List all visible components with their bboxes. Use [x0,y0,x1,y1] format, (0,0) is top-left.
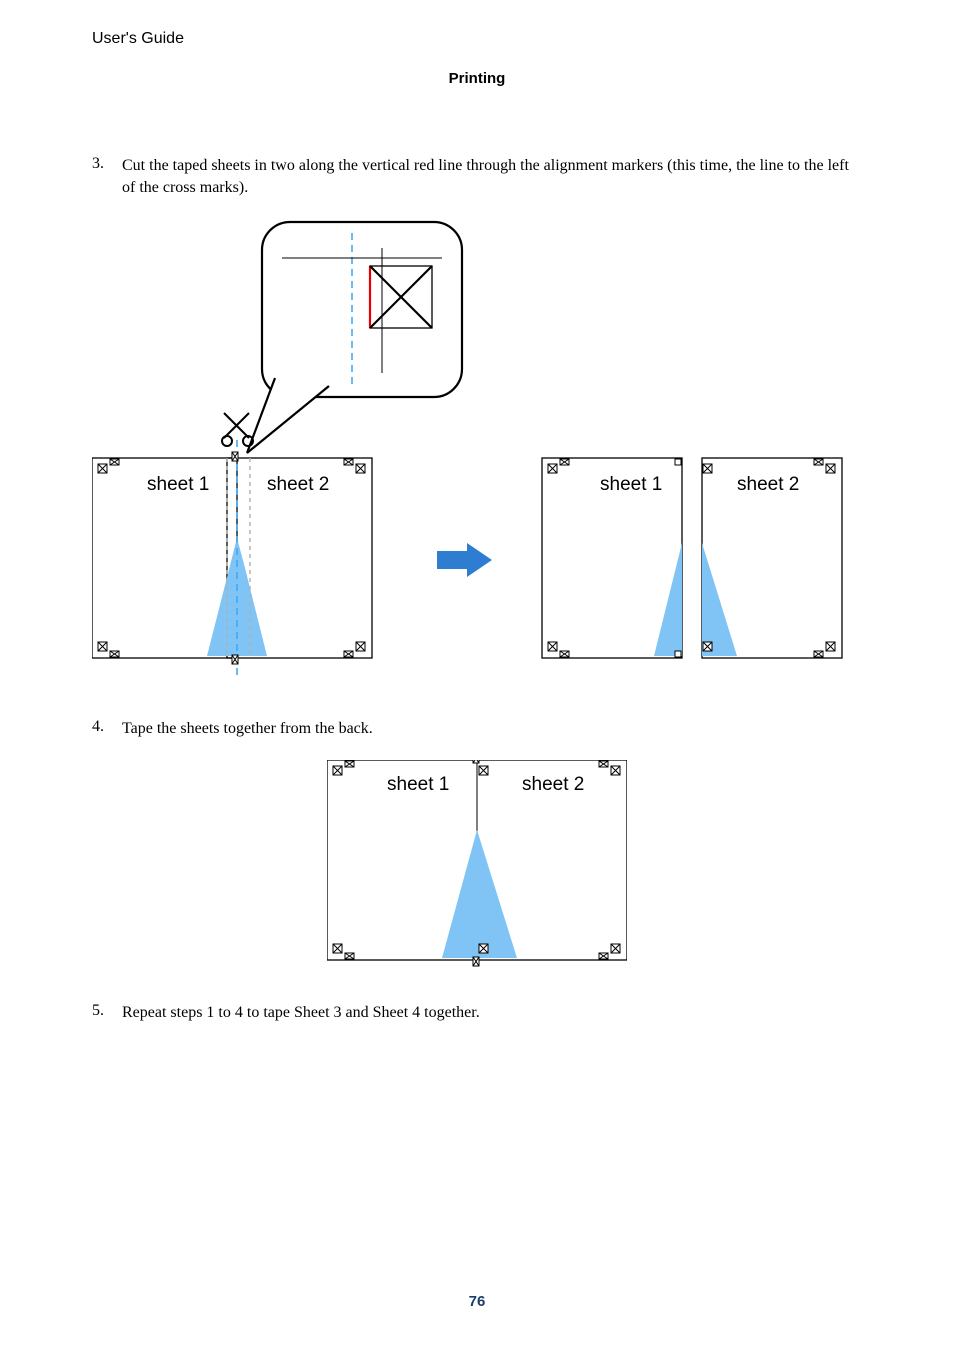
left-sheets: sheet 1 sheet 2 [92,440,372,680]
step-3-text: Cut the taped sheets in two along the ve… [122,155,862,198]
figure-step-4: sheet 1 sheet 2 [92,760,862,972]
label-sheet1-joined: sheet 1 [387,774,449,795]
step-4-text: Tape the sheets together from the back. [122,718,373,740]
label-sheet2-joined: sheet 2 [522,774,584,795]
right-sheets: sheet 1 sheet 2 [542,458,842,658]
page-number: 76 [0,1293,954,1310]
content-body: 3. Cut the taped sheets in two along the… [92,155,862,1035]
step-4: 4. Tape the sheets together from the bac… [92,718,862,740]
label-sheet2-right: sheet 2 [737,474,799,495]
step-4-number: 4. [92,718,122,740]
arrow-icon [437,543,492,577]
header-left: User's Guide [92,30,184,48]
step-5-text: Repeat steps 1 to 4 to tape Sheet 3 and … [122,1002,480,1024]
figure-step-3: sheet 1 sheet 2 [92,218,862,688]
label-sheet1-right: sheet 1 [600,474,662,495]
callout-bubble [247,222,462,453]
step-3-number: 3. [92,155,122,198]
step-3: 3. Cut the taped sheets in two along the… [92,155,862,198]
label-sheet2-left: sheet 2 [267,474,329,495]
step-5-number: 5. [92,1002,122,1024]
step-5: 5. Repeat steps 1 to 4 to tape Sheet 3 a… [92,1002,862,1024]
section-title: Printing [0,70,954,87]
label-sheet1-left: sheet 1 [147,474,209,495]
